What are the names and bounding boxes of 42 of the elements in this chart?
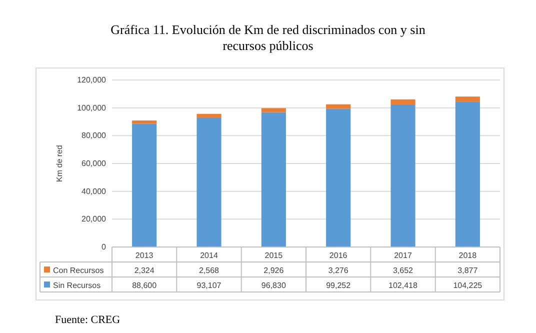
data-label: 102,418 xyxy=(388,281,418,290)
data-label: 96,830 xyxy=(261,281,286,290)
legend-label: Con Recursos xyxy=(53,266,104,275)
bar xyxy=(326,104,351,109)
y-tick-label: 80,000 xyxy=(82,131,107,140)
data-label: 2,926 xyxy=(264,266,284,275)
chart-title: Gráfica 11. Evolución de Km de red discriminados con y sin recursos públicos xyxy=(110,22,426,53)
data-label: 2,324 xyxy=(134,266,155,275)
x-tick-label: 2017 xyxy=(394,251,412,260)
bar xyxy=(390,104,416,247)
data-label: 3,276 xyxy=(328,266,349,275)
bar xyxy=(455,102,480,247)
bar xyxy=(132,120,157,124)
y-tick-label: 40,000 xyxy=(82,186,107,196)
source-note: Fuente: CREG xyxy=(55,314,120,326)
data-label: 3,652 xyxy=(392,266,414,275)
x-tick-label: 2014 xyxy=(200,251,218,260)
data-label: 99,252 xyxy=(326,281,352,290)
y-tick-label: 100,000 xyxy=(77,103,107,112)
x-tick-label: 2013 xyxy=(135,251,154,260)
y-tick-label: 120,000 xyxy=(77,76,107,85)
data-label: 88,600 xyxy=(132,281,158,290)
bar xyxy=(326,108,351,247)
x-tick-label: 2018 xyxy=(458,251,478,260)
x-tick-label: 2016 xyxy=(329,251,348,260)
data-label: 3,877 xyxy=(458,266,478,275)
y-axis-title: Km de red xyxy=(55,145,64,182)
bar xyxy=(132,124,157,247)
bar xyxy=(196,117,222,247)
bar xyxy=(390,99,416,104)
y-tick-label: 0 xyxy=(102,242,107,252)
bar xyxy=(196,114,222,118)
data-label: 2,568 xyxy=(198,266,220,275)
bar xyxy=(261,112,286,247)
x-tick-label: 2015 xyxy=(264,251,284,260)
bar xyxy=(261,108,286,112)
legend-label: Sin Recursos xyxy=(53,281,101,290)
y-tick-label: 20,000 xyxy=(82,214,107,224)
y-tick-label: 60,000 xyxy=(82,159,107,168)
data-label: 104,225 xyxy=(453,281,483,290)
bar xyxy=(455,96,480,102)
data-label: 93,107 xyxy=(196,281,222,290)
